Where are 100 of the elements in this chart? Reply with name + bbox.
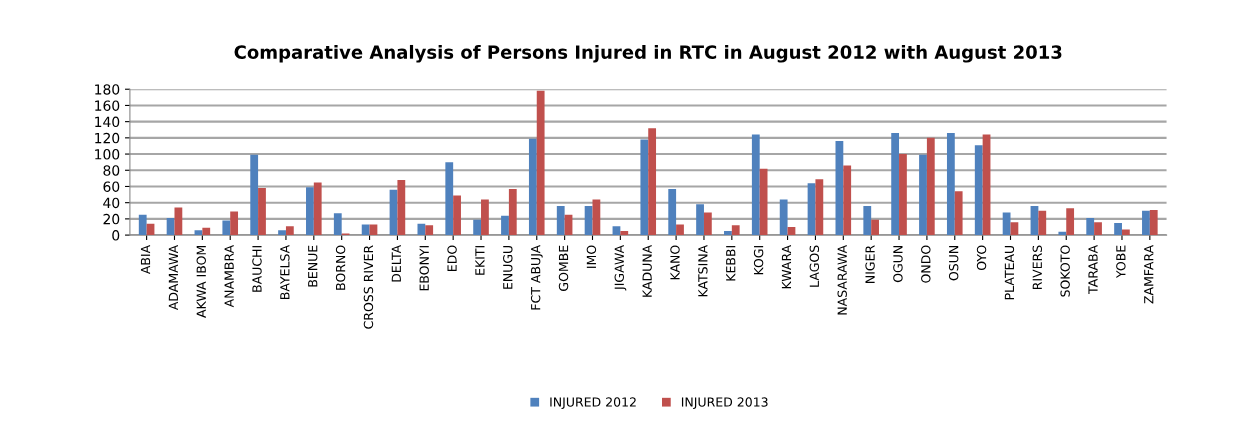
bar [807, 183, 816, 236]
bar [174, 207, 183, 236]
bar [1086, 218, 1095, 236]
x-tick-label: LAGOS [809, 245, 820, 287]
bar [306, 187, 314, 236]
bar [954, 191, 963, 236]
x-tick-label: KADUNA [642, 244, 652, 297]
bar [230, 211, 239, 236]
x-tick-label: KATSINA [698, 244, 708, 297]
x-tick-label: RIVERS [1032, 245, 1042, 290]
bar [501, 215, 509, 236]
x-tick-label: OYO [976, 245, 987, 271]
bar [1121, 229, 1130, 236]
x-tick-label: BAUCHI [252, 246, 262, 292]
bar [779, 199, 788, 236]
legend-label: INJURED 2012 [550, 397, 636, 410]
bar [668, 188, 677, 236]
x-tick-label: EKITI [475, 246, 485, 275]
x-tick-label: KWARA [781, 244, 792, 289]
bar [648, 128, 657, 236]
bar [843, 165, 852, 236]
x-tick-label: EBONYI [419, 246, 429, 291]
y-tick-label: 60 [103, 181, 120, 192]
x-tick-label: IMO [586, 245, 597, 268]
bar [453, 195, 461, 236]
x-tick-label: BORNO [335, 245, 346, 290]
bar [676, 224, 684, 236]
bar [481, 199, 489, 236]
bar [1142, 210, 1150, 236]
y-tick-label: 140 [95, 116, 120, 128]
bar [1010, 222, 1019, 236]
x-tick-label: ONDO [921, 245, 931, 283]
bar [696, 204, 704, 236]
bar [871, 219, 879, 236]
bar [313, 182, 322, 236]
x-tick-label: SOKOTO [1060, 245, 1070, 297]
bar [425, 225, 434, 236]
x-tick-label: BAYELSA [280, 244, 290, 299]
bar [1094, 222, 1102, 236]
bar [278, 230, 286, 236]
x-tick-label: OGUN [893, 246, 903, 283]
y-tick-label: 0 [112, 230, 120, 241]
x-tick-label: DELTA [391, 244, 401, 282]
bar [815, 179, 824, 236]
x-tick-label: FCT ABUJA [530, 244, 543, 310]
bar [202, 227, 211, 236]
x-tick-label: TARABA [1088, 244, 1098, 294]
x-tick-label: NASARAWA [837, 244, 847, 315]
bar [1114, 222, 1122, 236]
bar [1066, 208, 1075, 236]
bar [612, 226, 621, 236]
bar [974, 145, 983, 236]
bar [926, 137, 935, 236]
bar [1038, 210, 1047, 236]
x-tick-label: ENUGU [503, 245, 513, 289]
bar [724, 231, 732, 236]
bar [258, 188, 266, 236]
chart-title: Comparative Analysis of Persons Injured in RTC in August 2012 with August 2013 [234, 44, 1062, 63]
bar [445, 162, 454, 236]
bar [1149, 209, 1158, 236]
bar [473, 219, 482, 236]
x-tick-label: EDO [447, 245, 457, 271]
bar [361, 224, 370, 236]
x-tick-label: KOGI [753, 246, 764, 275]
bar [1058, 231, 1067, 236]
bar [417, 223, 426, 236]
x-tick-label: ABIA [140, 244, 151, 275]
y-tick-label: 120 [95, 132, 120, 144]
y-tick-label: 40 [103, 197, 120, 209]
bar [899, 154, 907, 236]
bar [946, 132, 955, 236]
bar [835, 141, 844, 236]
bar [919, 154, 927, 236]
bar [138, 214, 147, 236]
x-tick-label: JIGAWA [614, 244, 627, 291]
x-tick-label: ANAMBRA [224, 244, 234, 308]
bar [863, 205, 872, 236]
x-tick-label: BENUE [308, 245, 318, 287]
bar [333, 213, 342, 236]
x-tick-label: YOBE [1116, 245, 1126, 279]
x-tick-label: KEBBI [726, 246, 736, 281]
bar [592, 199, 601, 236]
legend-label: INJURED 2013 [681, 397, 768, 410]
bar [620, 231, 629, 236]
y-tick-label: 160 [95, 100, 120, 111]
bar [508, 188, 517, 236]
x-tick-label: CROSS RIVER [363, 245, 374, 329]
bar [759, 168, 768, 236]
bar [703, 212, 712, 236]
x-tick-label: PLATEAU [1004, 245, 1015, 300]
bar [751, 134, 760, 236]
bar [556, 205, 565, 236]
y-tick-label: 100 [95, 149, 120, 160]
x-tick-label: KANO [670, 245, 680, 280]
bar [397, 179, 406, 236]
bar [1002, 212, 1011, 236]
bar [222, 220, 231, 236]
bar [528, 138, 537, 236]
x-tick-label: OSUN [948, 246, 959, 281]
y-tick-label: 80 [103, 165, 120, 176]
